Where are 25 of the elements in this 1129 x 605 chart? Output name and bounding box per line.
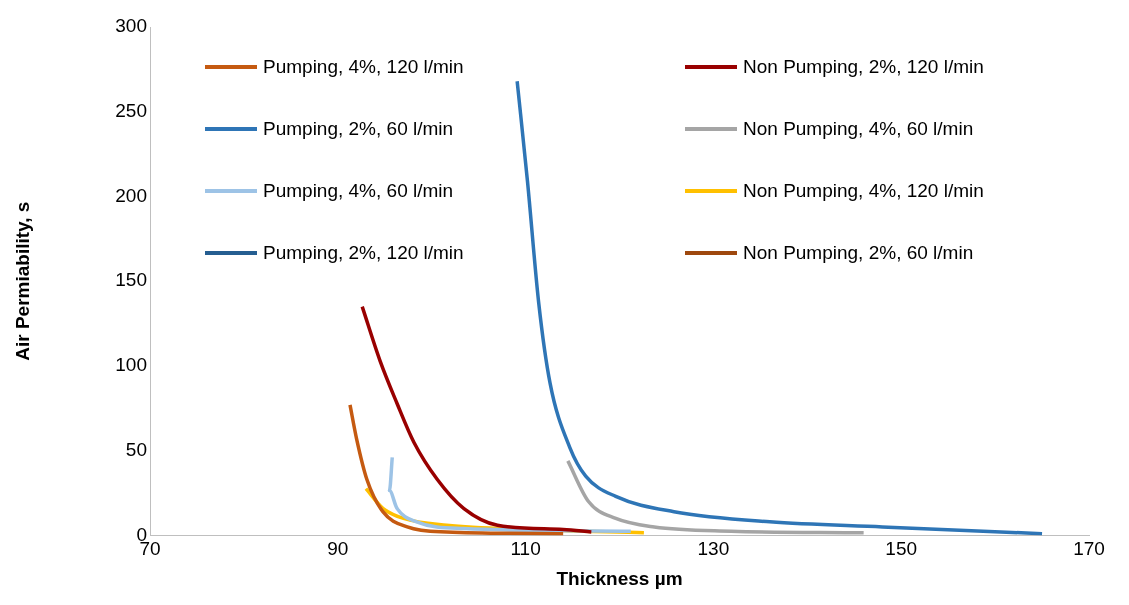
x-tick-label: 170: [1073, 538, 1105, 560]
y-tick-label: 300: [115, 15, 147, 37]
x-tick-label: 130: [697, 538, 730, 560]
line-series: [515, 79, 1044, 536]
y-tick-label: 250: [115, 99, 147, 121]
y-axis-title: Air Permiability, s: [11, 201, 33, 361]
legend-label: Pumping, 2%, 120 l/min: [263, 242, 464, 264]
y-tick-label: 100: [115, 354, 147, 376]
x-axis-title: Thickness µm: [556, 567, 683, 589]
y-tick-label: 200: [115, 184, 147, 206]
line-series: [360, 304, 594, 534]
legend-label: Non Pumping, 4%, 120 l/min: [743, 180, 984, 202]
line-series: [348, 403, 565, 536]
x-tick-label: 90: [327, 538, 349, 560]
legend-label: Pumping, 4%, 120 l/min: [263, 56, 464, 78]
y-tick-label: 50: [125, 438, 147, 460]
line-series: [566, 459, 866, 535]
legend-label: Non Pumping, 2%, 60 l/min: [743, 242, 974, 264]
legend-label: Pumping, 4%, 60 l/min: [263, 180, 454, 202]
legend-label: Non Pumping, 2%, 120 l/min: [743, 56, 984, 78]
x-tick-label: 150: [885, 538, 918, 560]
x-tick-label: 110: [510, 538, 541, 560]
legend-label: Non Pumping, 4%, 60 l/min: [743, 118, 974, 140]
y-tick-label: 150: [115, 269, 147, 291]
legend-label: Pumping, 2%, 60 l/min: [263, 118, 454, 140]
